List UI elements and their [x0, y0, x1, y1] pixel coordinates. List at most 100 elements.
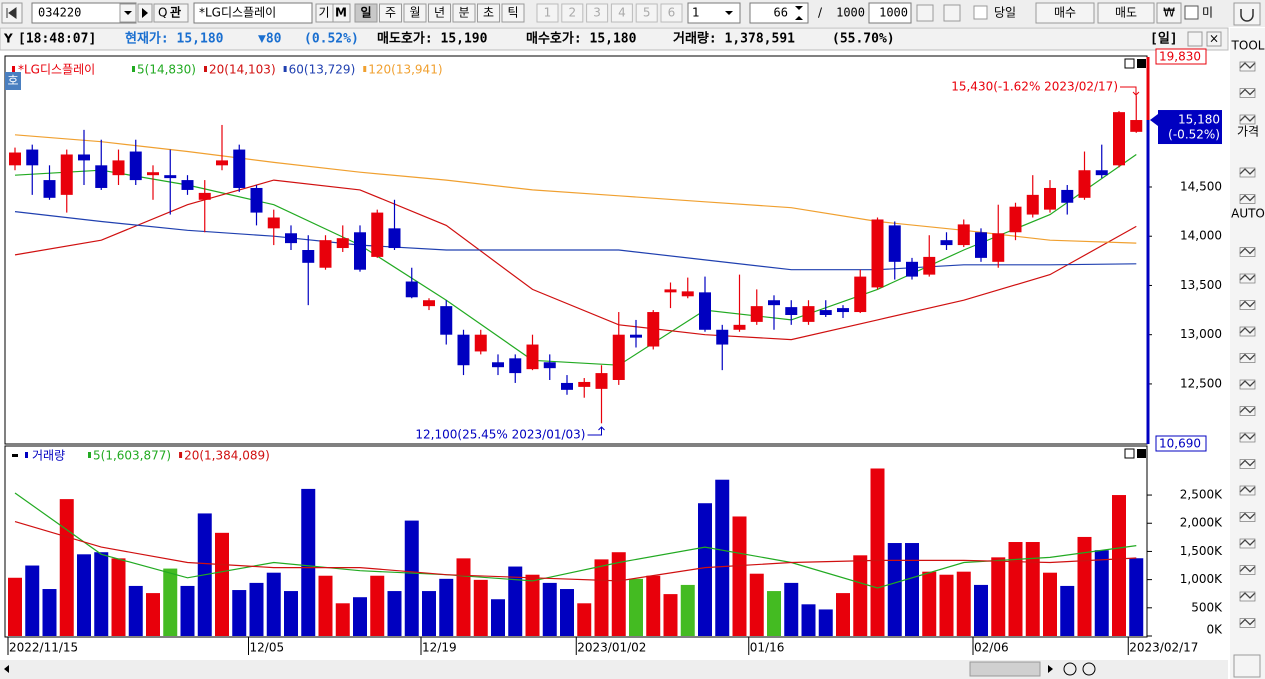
tool-icon[interactable] — [1239, 300, 1256, 308]
period-button[interactable] — [379, 3, 402, 23]
icon-button[interactable] — [943, 4, 961, 22]
search-button[interactable] — [153, 3, 189, 23]
candle-body — [285, 233, 297, 244]
period-label: 월 — [409, 6, 420, 20]
tool-icon-box[interactable] — [1239, 300, 1256, 310]
count-box[interactable] — [749, 2, 809, 24]
tool-icon-box[interactable] — [1239, 273, 1256, 284]
number-button[interactable] — [586, 3, 609, 23]
tool-icon-box[interactable] — [1239, 432, 1256, 443]
tool-icon[interactable] — [1239, 592, 1256, 599]
tool-icon[interactable] — [1239, 194, 1256, 202]
period-button[interactable] — [501, 3, 525, 23]
btn-m[interactable] — [332, 3, 351, 23]
tool-icon-box[interactable] — [1239, 167, 1256, 178]
pane-button[interactable] — [1137, 449, 1146, 458]
number-button[interactable] — [635, 3, 658, 23]
collapse-button[interactable] — [1233, 2, 1261, 26]
legend-entry: 60(13,729) — [289, 63, 356, 77]
restore-button[interactable] — [1187, 31, 1203, 47]
tool-icon-box[interactable] — [1239, 591, 1256, 602]
number-button[interactable] — [536, 3, 559, 23]
scroll-down[interactable] — [1233, 654, 1261, 678]
tool-icon[interactable] — [1239, 62, 1256, 69]
today-label: 당일 — [994, 6, 1016, 20]
more-label: 미 — [1202, 6, 1213, 20]
tool-icon[interactable] — [1239, 88, 1256, 96]
last-change: (-0.52%) — [1168, 128, 1220, 142]
tool-icon[interactable] — [1239, 380, 1256, 387]
more-check[interactable] — [1184, 5, 1199, 20]
y-tick-label: 12,500 — [1180, 376, 1222, 390]
legend-entry: 5(14,830) — [137, 63, 196, 77]
tool-icon[interactable] — [1239, 486, 1256, 493]
tool-icon[interactable] — [1239, 115, 1256, 122]
sell-button[interactable] — [1097, 2, 1155, 24]
total-box[interactable] — [868, 2, 912, 24]
tool-icon-box[interactable] — [1239, 618, 1256, 628]
tool-icon-box[interactable] — [1239, 565, 1256, 575]
icon-button[interactable] — [916, 4, 934, 22]
tool-icon-box[interactable] — [1239, 379, 1256, 390]
period-button[interactable] — [354, 3, 378, 23]
tool-icon[interactable] — [1239, 168, 1256, 175]
scroll-right[interactable] — [1048, 665, 1053, 673]
candle-body — [164, 175, 177, 179]
tool-icon[interactable] — [1239, 406, 1256, 414]
tool-icon[interactable] — [1239, 433, 1256, 440]
won-button[interactable] — [1156, 2, 1182, 24]
volume-bar — [732, 516, 747, 636]
tool-icon-box[interactable] — [1239, 353, 1256, 363]
count-select-text: 1 — [692, 6, 700, 20]
candle-body — [716, 329, 729, 345]
today-check[interactable] — [973, 5, 988, 20]
tool-icon-box[interactable] — [1239, 247, 1256, 257]
tool-icon[interactable] — [1239, 459, 1256, 467]
tool-icon[interactable] — [1239, 512, 1256, 520]
tool-icon[interactable] — [1239, 618, 1256, 626]
tool-icon[interactable] — [1239, 353, 1256, 361]
tool-icon-box[interactable] — [1239, 538, 1256, 549]
tool-icon-box[interactable] — [1239, 88, 1256, 98]
buy-button[interactable] — [1035, 2, 1095, 24]
annotation-arrow — [1120, 86, 1140, 96]
zoom-out[interactable] — [1063, 662, 1077, 676]
tool-icon[interactable] — [1239, 327, 1256, 334]
tool-icon[interactable] — [1239, 247, 1256, 255]
scrollbar — [0, 660, 1228, 679]
pane-button[interactable] — [1124, 58, 1135, 69]
annotation-low: 12,100(25.45% 2023/01/03) — [415, 428, 585, 442]
volume-bar — [836, 593, 850, 636]
scroll-left[interactable] — [4, 665, 9, 673]
volume-bar — [8, 577, 22, 636]
close-button[interactable] — [1206, 31, 1222, 47]
tool-icon-box[interactable] — [1239, 114, 1256, 125]
pane-button[interactable] — [1137, 59, 1146, 68]
pane-tab[interactable] — [5, 72, 21, 90]
number-button[interactable] — [610, 3, 633, 23]
tool-icon-box[interactable] — [1239, 326, 1256, 337]
volume-bar — [767, 591, 781, 636]
tool-icon-box[interactable] — [1239, 459, 1256, 469]
tool-icon[interactable] — [1239, 565, 1256, 573]
number-button[interactable] — [660, 3, 683, 23]
period-button[interactable] — [452, 3, 476, 23]
period-button[interactable] — [403, 3, 427, 23]
scroll-thumb[interactable] — [969, 661, 1041, 677]
period-button[interactable] — [477, 3, 500, 23]
tool-icon-box[interactable] — [1239, 61, 1256, 72]
count-select[interactable] — [687, 2, 741, 24]
candle-body — [819, 310, 832, 315]
volume-bar — [749, 573, 764, 636]
tool-icon-box[interactable] — [1239, 485, 1256, 496]
pane-button[interactable] — [1124, 448, 1135, 459]
tool-icon[interactable] — [1239, 274, 1256, 281]
period-button[interactable] — [428, 3, 451, 23]
name-box[interactable] — [193, 2, 313, 24]
tool-icon-box[interactable] — [1239, 406, 1256, 416]
tool-icon[interactable] — [1239, 539, 1256, 546]
zoom-in[interactable] — [1082, 662, 1096, 676]
number-button[interactable] — [561, 3, 584, 23]
tool-icon-box[interactable] — [1239, 512, 1256, 522]
tool-icon-box[interactable] — [1239, 194, 1256, 204]
